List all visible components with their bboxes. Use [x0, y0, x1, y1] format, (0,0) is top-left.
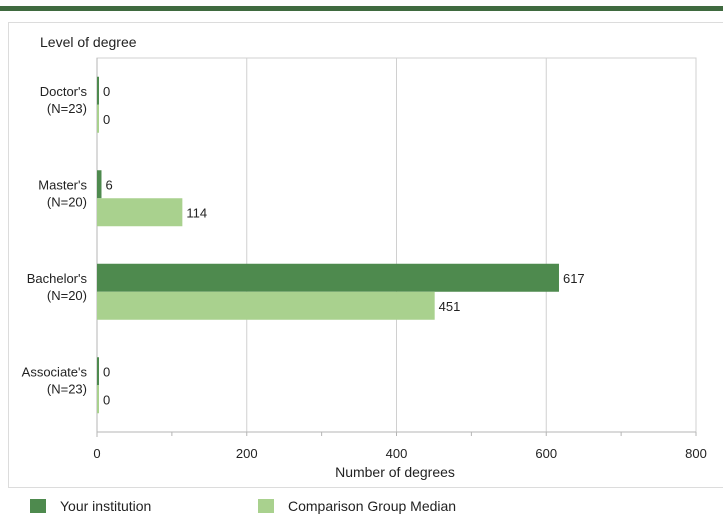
x-tick-label: 0 [93, 446, 100, 461]
chart-title: Level of degree [40, 34, 137, 50]
category-label: Bachelor's (N=20) [27, 271, 88, 303]
data-label: 0 [103, 364, 110, 379]
data-label: 0 [103, 112, 110, 127]
category-label-line: Master's [38, 177, 87, 192]
bar-institution [97, 357, 99, 386]
category-label-line: Associate's [22, 364, 88, 379]
header-accent-bar [0, 6, 723, 11]
bar-comparison [97, 104, 99, 133]
bar-institution [97, 263, 559, 292]
category-label-line: Doctor's [40, 84, 88, 99]
bars: 0 0 6 114 617 451 0 0 [97, 76, 585, 414]
legend-swatch-institution [30, 499, 46, 513]
x-tick-label: 200 [236, 446, 258, 461]
data-label: 617 [563, 271, 585, 286]
legend-label-comparison: Comparison Group Median [288, 498, 457, 514]
category-label: Master's (N=20) [38, 177, 87, 209]
x-tick-label: 600 [535, 446, 557, 461]
bar-institution [97, 170, 102, 199]
chart-panel [8, 22, 723, 488]
bar-chart: Level of degree 0 0 6 114 617 451 0 0 Doctor's (… [22, 34, 707, 480]
bar-comparison [97, 198, 183, 227]
legend-label-institution: Your institution [60, 498, 152, 514]
category-label: Associate's (N=23) [22, 364, 88, 396]
bar-institution [97, 76, 99, 105]
legend-swatch-comparison [258, 499, 274, 513]
data-label: 0 [103, 392, 110, 407]
legend-item-comparison: Comparison Group Median [258, 498, 456, 514]
data-label: 451 [439, 299, 461, 314]
x-axis-label: Number of degrees [335, 464, 455, 480]
category-label-line: (N=20) [47, 288, 87, 303]
category-label-line: Bachelor's [27, 271, 88, 286]
bar-comparison [97, 291, 435, 320]
legend: Your institution Comparison Group Median [0, 494, 723, 518]
data-label: 6 [105, 177, 112, 192]
bar-comparison [97, 385, 99, 414]
category-label-line: (N=23) [47, 101, 87, 116]
data-label: 114 [186, 205, 207, 220]
legend-item-institution: Your institution [30, 498, 151, 514]
category-label: Doctor's (N=23) [40, 84, 88, 116]
category-label-line: (N=20) [47, 194, 87, 209]
category-label-line: (N=23) [47, 381, 87, 396]
x-axis-ticks: 0 200 400 600 800 [93, 432, 707, 461]
gridlines [96, 57, 697, 437]
category-labels: Doctor's (N=23) Master's (N=20) Bachelor's (N… [22, 84, 88, 397]
x-tick-label: 800 [685, 446, 707, 461]
x-tick-label: 400 [386, 446, 408, 461]
data-label: 0 [103, 84, 110, 99]
